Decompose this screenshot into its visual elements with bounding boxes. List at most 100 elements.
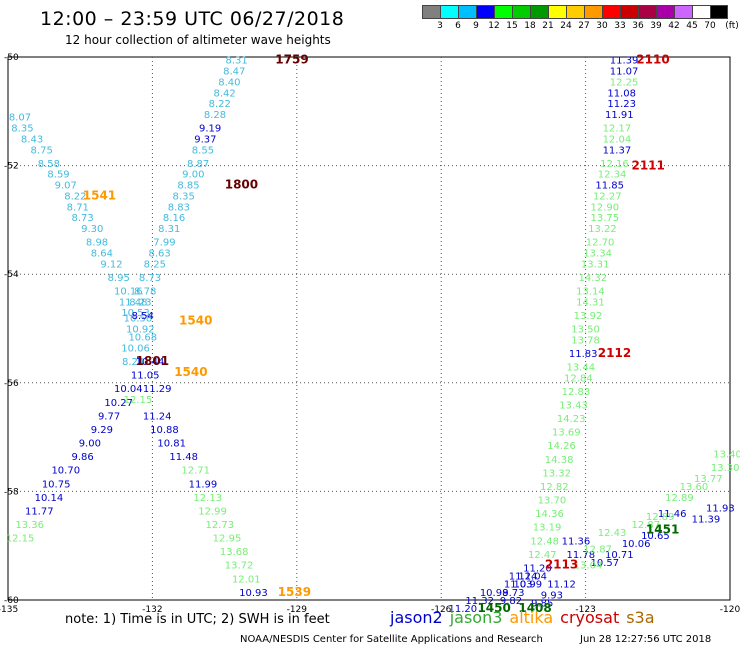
wave-height-value: 12.84 (564, 373, 593, 384)
wave-height-value: 12.34 (598, 170, 627, 181)
wave-height-value: 9.85 (531, 599, 553, 610)
color-swatch (602, 5, 620, 19)
color-swatch (674, 5, 692, 19)
map-frame (7, 56, 731, 601)
wave-height-value: 8.47 (223, 67, 245, 78)
legend-entry-jason3: jason3 (449, 608, 503, 627)
latitude-tick-label: -52 (4, 162, 19, 172)
wave-height-value: 11.23 (607, 99, 636, 110)
color-scale-label: 42 (668, 21, 680, 31)
wave-height-value: 8.78 (134, 286, 156, 297)
wave-height-value: 11.48 (169, 452, 198, 463)
wave-height-value: 13.68 (220, 547, 249, 558)
wave-height-value: 10.57 (591, 558, 620, 569)
pass-time-label: 1541 (83, 188, 116, 202)
color-scale-label: 9 (473, 21, 479, 31)
wave-height-value: 12.15 (124, 395, 153, 406)
color-scale-label: 33 (614, 21, 626, 31)
pass-time-label: 1539 (278, 585, 311, 599)
wave-height-value: 8.98 (86, 238, 108, 249)
wave-height-value: 12.95 (213, 534, 242, 545)
pass-time-label: 2110 (636, 53, 669, 67)
color-scale-label: 12 (488, 21, 500, 31)
wave-height-value: 11.07 (610, 67, 639, 78)
wave-height-value: 9.37 (194, 134, 216, 145)
wave-height-value: 12.13 (193, 493, 222, 504)
wave-height-value: 13.34 (583, 248, 612, 259)
pass-time-label: 1801 (136, 354, 169, 368)
color-swatch (440, 5, 458, 19)
wave-height-value: 8.35 (173, 191, 195, 202)
page-title: 12:00 – 23:59 UTC 06/27/2018 (40, 8, 345, 30)
wave-height-value: 13.19 (533, 523, 562, 534)
color-scale-swatches (422, 5, 728, 19)
color-scale-label: 45 (686, 21, 698, 31)
wave-height-value: 9.00 (79, 439, 101, 450)
color-swatch (476, 5, 494, 19)
wave-height-value: 8.95 (108, 273, 130, 284)
wave-height-value: 10.98 (480, 588, 509, 599)
wave-height-value: 8.58 (38, 159, 60, 170)
wave-height-value: 13.75 (591, 213, 620, 224)
wave-height-value: 12.25 (610, 77, 639, 88)
latitude-tick-label: -60 (4, 596, 19, 606)
latitude-tick-label: -56 (4, 379, 19, 389)
wave-height-value: 11.24 (509, 572, 538, 583)
wave-height-value: 12.83 (562, 387, 591, 398)
color-scale-label: 36 (632, 21, 644, 31)
wave-height-value: 8.25 (144, 259, 166, 270)
color-swatch (620, 5, 638, 19)
wave-height-value: 13.43 (559, 401, 588, 412)
wave-height-value: 14.36 (535, 509, 564, 520)
footer-credit: NOAA/NESDIS Center for Satellite Applica… (240, 634, 543, 645)
wave-height-value: 8.85 (177, 181, 199, 192)
wave-height-value: 8.22 (64, 191, 86, 202)
wave-height-value: 11.05 (131, 371, 160, 382)
wave-height-value: 11.83 (569, 349, 598, 360)
wave-height-value: 8.42 (213, 88, 235, 99)
wave-height-value: 10.06 (622, 539, 651, 550)
latitude-tick-label: -58 (4, 487, 19, 497)
wave-height-value: 10.04 (114, 384, 143, 395)
wave-height-value: 11.93 (706, 504, 735, 515)
wave-height-value: 13.22 (588, 224, 617, 235)
wave-height-value: 8.07 (9, 113, 31, 124)
wave-height-value: 12.73 (205, 520, 234, 531)
wave-height-value: 8.23 (129, 297, 151, 308)
wave-height-value: 10.70 (51, 466, 80, 477)
wave-height-value: 12.99 (198, 506, 227, 517)
color-swatch (512, 5, 530, 19)
color-scale-label: 24 (560, 21, 572, 31)
longitude-tick-label: -126 (431, 605, 452, 615)
wave-height-value: 12.48 (530, 536, 559, 547)
legend-entry-cryosat: cryosat (560, 608, 620, 627)
color-scale-label: 27 (578, 21, 590, 31)
wave-height-value: 12.04 (603, 134, 632, 145)
wave-height-value: 8.16 (163, 213, 185, 224)
footer-timestamp: Jun 28 12:27:56 UTC 2018 (580, 634, 712, 645)
wave-height-value: 13.77 (694, 474, 723, 485)
wave-height-value: 12.82 (540, 482, 569, 493)
wave-height-value: 8.40 (218, 77, 240, 88)
wave-height-value: 10.06 (121, 344, 150, 355)
wave-height-value: 11.04 (518, 572, 547, 583)
wave-height-value: 8.22 (209, 99, 231, 110)
wave-height-value: 13.31 (581, 259, 610, 270)
longitude-tick-label: -123 (575, 605, 595, 615)
wave-height-value: 9.00 (182, 170, 204, 181)
wave-height-value: 8.54 (132, 311, 154, 322)
wave-height-value: 13.30 (711, 463, 740, 474)
wave-height-value: 13.60 (680, 482, 709, 493)
wave-height-value: 11.85 (595, 181, 624, 192)
wave-height-value: 11.37 (603, 145, 632, 156)
wave-height-value: 12.90 (591, 202, 620, 213)
wave-height-value: 8.35 (11, 124, 33, 135)
wave-height-value: 8.31 (226, 56, 248, 67)
color-swatch (656, 5, 674, 19)
wave-height-value: 9.73 (502, 588, 524, 599)
legend-entry-s3a: s3a (626, 608, 655, 627)
wave-height-value: 12.89 (646, 512, 675, 523)
wave-height-value: 12.15 (6, 534, 35, 545)
wave-height-value: 8.24 (122, 357, 144, 368)
pass-time-label: 1759 (275, 53, 308, 67)
